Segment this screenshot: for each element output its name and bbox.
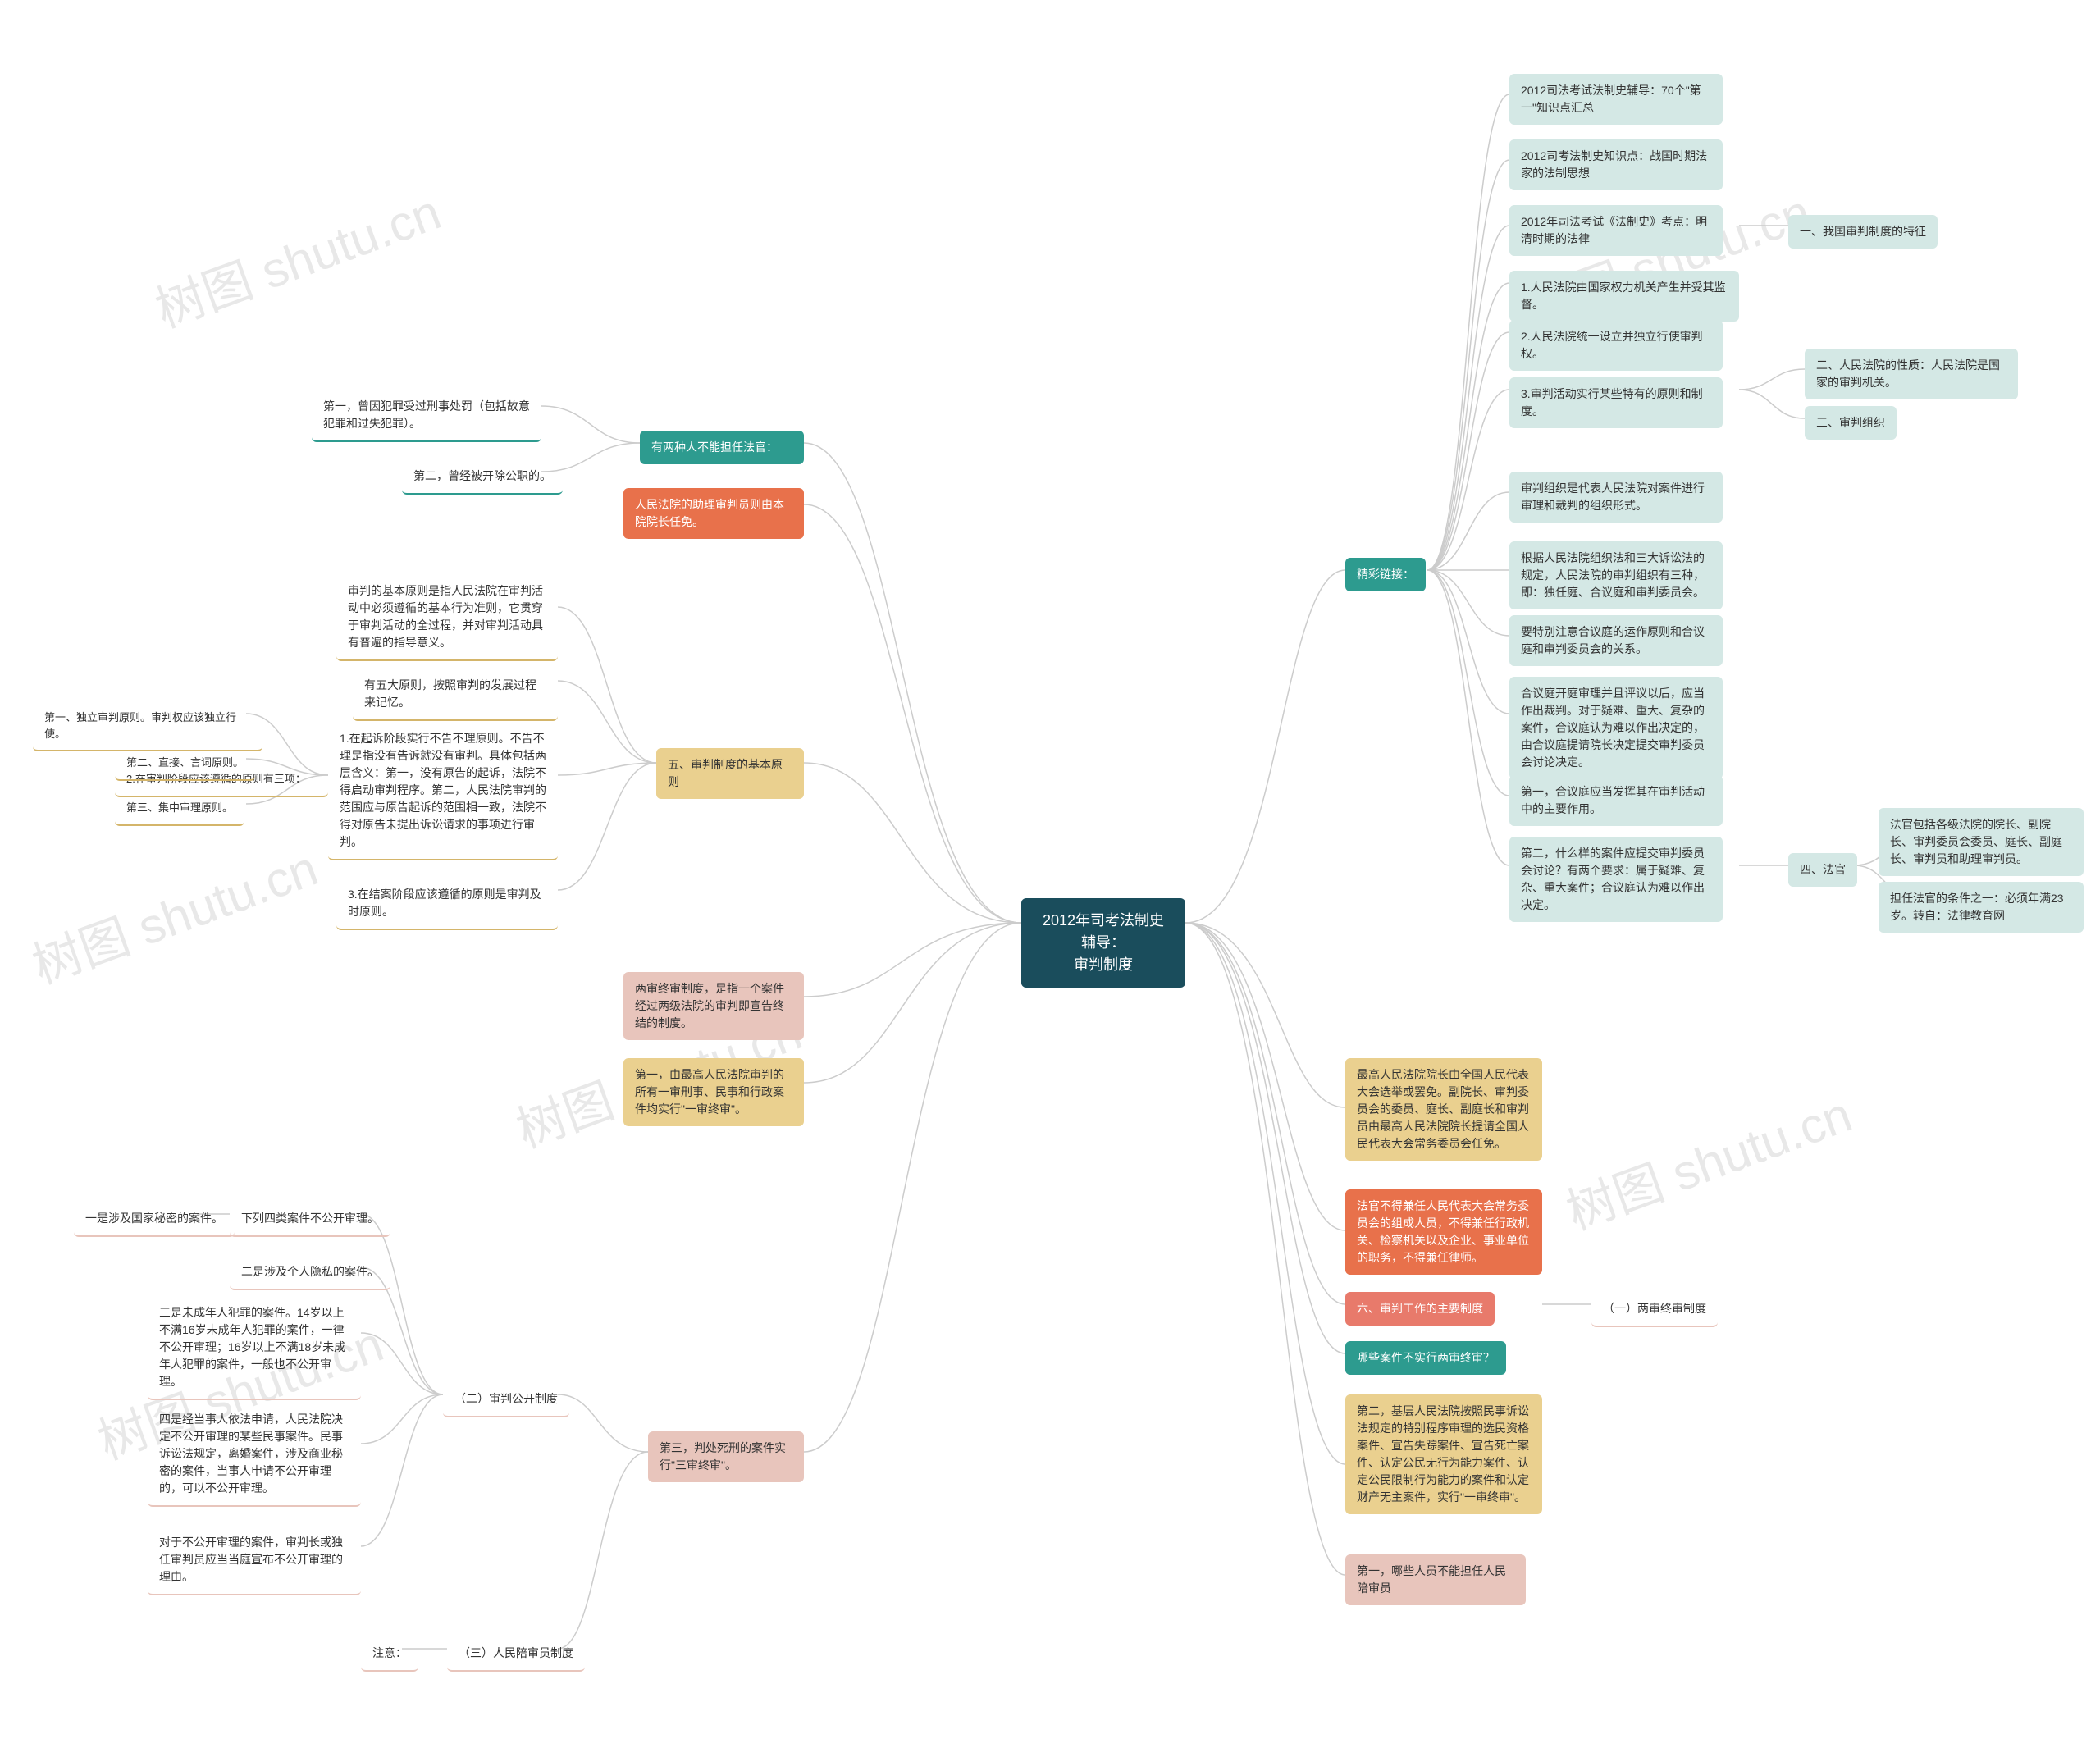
watermark: 树图 shutu.cn bbox=[144, 172, 449, 341]
third: 第三，判处死刑的案件实行"三审终审"。 bbox=[648, 1431, 804, 1482]
side-judge: 四、法官 bbox=[1788, 853, 1857, 887]
two-types-item2: 第二，曾经被开除公职的。 bbox=[402, 459, 563, 495]
links-item4: 1.人民法院由国家权力机关产生并受其监督。 bbox=[1509, 271, 1739, 322]
jury: 第一，哪些人员不能担任人民陪审员 bbox=[1345, 1554, 1526, 1605]
section5-item4: 3.在结案阶段应该遵循的原则是审判及时原则。 bbox=[336, 878, 558, 930]
two-types: 有两种人不能担任法官： bbox=[640, 431, 804, 464]
supreme: 最高人民法院院长由全国人民代表大会选举或罢免。副院长、审判委员会的委员、庭长、副… bbox=[1345, 1058, 1542, 1161]
sub2-item1: 一是涉及国家秘密的案件。 bbox=[74, 1202, 235, 1237]
section5: 五、审判制度的基本原则 bbox=[656, 748, 804, 799]
links-item8: 根据人民法院组织法和三大诉讼法的规定，人民法院的审判组织有三种，即：独任庭、合议… bbox=[1509, 541, 1723, 609]
two-types-item1: 第一，曾因犯罪受过刑事处罚（包括故意犯罪和过失犯罪）。 bbox=[312, 390, 541, 442]
section5-item2: 有五大原则，按照审判的发展过程来记忆。 bbox=[353, 669, 558, 721]
links-item7: 审判组织是代表人民法院对案件进行审理和裁判的组织形式。 bbox=[1509, 472, 1723, 523]
links-item10: 合议庭开庭审理并且评议以后，应当作出裁判。对于疑难、重大、复杂的案件，合议庭认为… bbox=[1509, 677, 1723, 779]
judge-restrict: 法官不得兼任人民代表大会常务委员会的组成人员，不得兼任行政机关、检察机关以及企业… bbox=[1345, 1189, 1542, 1275]
watermark: 树图 shutu.cn bbox=[21, 828, 326, 997]
watermark: 树图 shutu.cn bbox=[1555, 1075, 1860, 1244]
sub2-intro: 下列四类案件不公开审理。 bbox=[230, 1202, 390, 1237]
sub2-item4: 四是经当事人依法申请，人民法院决定不公开审理的某些民事案件。民事诉讼法规定，离婚… bbox=[148, 1403, 361, 1507]
side-judge-item1: 法官包括各级法院的院长、副院长、审判委员会委员、庭长、副庭长、审判员和助理审判员… bbox=[1879, 808, 2084, 876]
assistant: 人民法院的助理审判员则由本院院长任免。 bbox=[623, 488, 804, 539]
center-line2: 审判制度 bbox=[1074, 956, 1133, 973]
section6: 六、审判工作的主要制度 bbox=[1345, 1292, 1495, 1326]
sub2-item5: 对于不公开审理的案件，审判长或独任审判员应当当庭宣布不公开审理的理由。 bbox=[148, 1526, 361, 1595]
sub3-note: 注意： bbox=[361, 1636, 418, 1672]
links-item9: 要特别注意合议庭的运作原则和合议庭和审判委员会的关系。 bbox=[1509, 615, 1723, 666]
two-trial: 两审终审制度，是指一个案件经过两级法院的审判即宣告终结的制度。 bbox=[623, 972, 804, 1040]
section5-item3: 1.在起诉阶段实行不告不理原则。不告不理是指没有告诉就没有审判。具体包括两层含义… bbox=[328, 722, 558, 860]
sub3: （三）人民陪审员制度 bbox=[447, 1636, 585, 1672]
links-item6: 3.审判活动实行某些特有的原则和制度。 bbox=[1509, 377, 1723, 428]
side-nature: 二、人民法院的性质：人民法院是国家的审判机关。 bbox=[1805, 349, 2018, 399]
links-item3: 2012年司法考试《法制史》考点：明清时期的法律 bbox=[1509, 205, 1723, 256]
section6-sub: （一）两审终审制度 bbox=[1591, 1292, 1718, 1327]
center-line1: 2012年司考法制史辅导： bbox=[1043, 912, 1164, 951]
links: 精彩链接： bbox=[1345, 558, 1426, 591]
links-item2: 2012司考法制史知识点：战国时期法家的法制思想 bbox=[1509, 139, 1723, 190]
side-feature1: 一、我国审判制度的特征 bbox=[1788, 215, 1938, 249]
side-org: 三、审判组织 bbox=[1805, 406, 1897, 440]
sub2-item3: 三是未成年人犯罪的案件。14岁以上不满16岁未成年人犯罪的案件，一律不公开审理；… bbox=[148, 1296, 361, 1400]
which: 哪些案件不实行两审终审？ bbox=[1345, 1341, 1506, 1375]
links-item12: 第二，什么样的案件应提交审判委员会讨论？有两个要求：属于疑难、复杂、重大案件；合… bbox=[1509, 837, 1723, 922]
section5-sub-item2: 第二、直接、言词原则。 bbox=[115, 746, 255, 781]
sub2: （二）审判公开制度 bbox=[443, 1382, 569, 1417]
center-title: 2012年司考法制史辅导： 审判制度 bbox=[1021, 898, 1185, 988]
sub2-item2: 二是涉及个人隐私的案件。 bbox=[230, 1255, 390, 1290]
section5-item1: 审判的基本原则是指人民法院在审判活动中必须遵循的基本行为准则，它贯穿于审判活动的… bbox=[336, 574, 558, 661]
section5-sub-item1: 第一、独立审判原则。审判权应该独立行使。 bbox=[33, 701, 262, 751]
links-item1: 2012司法考试法制史辅导：70个"第一"知识点汇总 bbox=[1509, 74, 1723, 125]
links-item11: 第一，合议庭应当发挥其在审判活动中的主要作用。 bbox=[1509, 775, 1723, 826]
second: 第二，基层人民法院按照民事诉讼法规定的特别程序审理的选民资格案件、宣告失踪案件、… bbox=[1345, 1394, 1542, 1514]
links-item5: 2.人民法院统一设立并独立行使审判权。 bbox=[1509, 320, 1723, 371]
section5-sub-item3: 第三、集中审理原则。 bbox=[115, 792, 244, 826]
side-judge-item2: 担任法官的条件之一：必须年满23岁。转自：法律教育网 bbox=[1879, 882, 2084, 933]
first: 第一，由最高人民法院审判的所有一审刑事、民事和行政案件均实行"一审终审"。 bbox=[623, 1058, 804, 1126]
